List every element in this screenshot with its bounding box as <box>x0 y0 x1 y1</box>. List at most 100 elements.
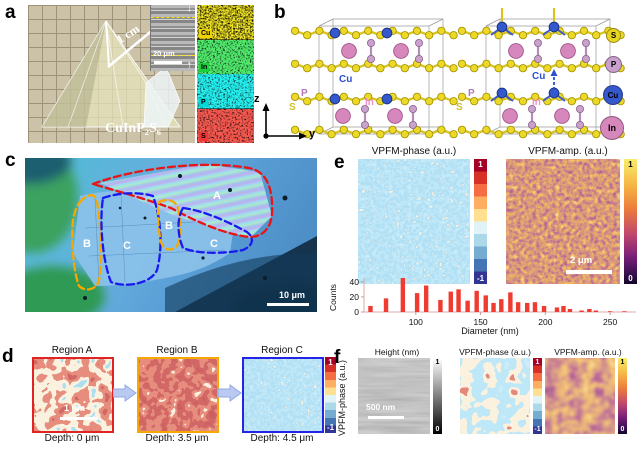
region-b2-label: B <box>165 220 173 232</box>
atom-label-in-2: In <box>532 97 541 108</box>
f-height-colorbar-min: 0 <box>435 426 440 433</box>
d-colorbar-min: -1 <box>326 423 335 432</box>
crystal-formula: CuInP₂S₆ <box>105 121 161 136</box>
microscopy-drawing <box>25 158 317 312</box>
crystal-drawing <box>41 18 181 128</box>
histogram-bar <box>423 285 429 312</box>
hist-xtick: 250 <box>603 317 617 327</box>
e-vpfm-amp-image: 2 μm <box>506 159 620 284</box>
pfm-image-region-c <box>242 357 324 433</box>
atom-label-p-2: P <box>468 88 475 99</box>
histogram-bar <box>541 305 547 312</box>
e-scale-bar <box>566 270 612 274</box>
inset-dashed-line-bottom <box>151 55 195 56</box>
d-title-region-a: Region A <box>51 345 93 356</box>
region-c2-outline <box>177 206 254 254</box>
f-height-title: Height (nm) <box>374 347 420 357</box>
f-scale-bar <box>368 416 404 419</box>
inset-arrow-down-icon: ↓ <box>186 2 193 14</box>
legend-s: S <box>606 28 621 43</box>
crystal-structure-polarized <box>457 8 625 139</box>
legend-in-label: In <box>608 123 616 133</box>
f-amp-title: VPFM-amp. (a.u.) <box>554 347 622 357</box>
panel-f-label: f <box>334 347 341 368</box>
eds-label-p: P <box>199 97 208 107</box>
histogram-bar <box>587 308 592 312</box>
histogram-bar <box>532 302 538 312</box>
histogram-bar <box>465 300 470 312</box>
atom-label-cu: Cu <box>339 74 353 85</box>
d-colorbar: 1 -1 <box>325 357 336 433</box>
legend-cu: Cu <box>603 85 623 105</box>
inset-scale-label: 20 μm <box>153 49 175 58</box>
d-depth-a: Depth: 0 μm <box>44 433 100 444</box>
hist-xtick: 150 <box>473 317 487 327</box>
histogram-ylabel: Counts <box>328 284 338 312</box>
eds-label-cu: Cu <box>199 28 213 38</box>
eds-label-s: S <box>199 132 208 141</box>
panel-a-label: a <box>5 2 16 23</box>
e-amp-colorbar-max: 1 <box>628 160 633 169</box>
legend-s-label: S <box>610 31 617 40</box>
panel-d-label: d <box>2 346 14 367</box>
sem-inset: ↓ ↑ 20 μm <box>150 2 195 71</box>
f-height-colorbar-max: 1 <box>435 359 440 366</box>
histogram-xlabel: Diameter (nm) <box>461 326 519 336</box>
crystal-structure-paraelectric <box>290 18 458 139</box>
d-depth-c: Depth: 4.5 μm <box>250 433 314 444</box>
cu-displacement-arrow <box>550 69 558 90</box>
histogram-bar <box>508 292 513 312</box>
histogram-bar <box>400 278 406 312</box>
histogram-bar <box>383 298 389 312</box>
arrow-right-icon <box>113 384 137 402</box>
histogram-bar <box>554 307 560 312</box>
legend-cu-label: Cu <box>607 90 619 100</box>
region-a-outline <box>89 163 274 239</box>
e-amp-title: VPFM-amp. (a.u.) <box>528 146 608 157</box>
e-amp-colorbar-min: 0 <box>628 274 633 283</box>
histogram-bar <box>607 311 613 312</box>
histogram-bar <box>368 305 373 312</box>
histogram-bar <box>561 305 566 312</box>
panel-c-label: c <box>5 150 16 171</box>
optical-microscopy-image: A B C B C 10 μm <box>25 158 317 312</box>
histogram-bar <box>448 291 453 312</box>
panel-b-label: b <box>274 2 286 23</box>
histogram-bar <box>414 293 420 312</box>
d-title-region-b: Region B <box>156 345 198 356</box>
atom-label-s: S <box>289 102 296 113</box>
c-scale-label: 10 μm <box>278 290 305 300</box>
axes-arrows <box>262 103 307 140</box>
region-a-label: A <box>213 190 221 202</box>
pfm-image-region-a: 1 μm <box>32 357 114 433</box>
crystal-photo: 1 cm CuInP₂S₆ ↓ ↑ 20 μm <box>28 2 195 143</box>
region-c1-outline <box>100 192 162 286</box>
eds-maps: Cu In P S <box>197 5 254 143</box>
diameter-histogram: 0 20 40 100 150 200 250 <box>350 277 636 327</box>
histogram-bar <box>474 290 479 312</box>
d-depth-b: Depth: 3.5 μm <box>145 433 209 444</box>
eds-map-cu: Cu <box>197 5 254 40</box>
axis-z-label: z <box>254 93 260 105</box>
f-amp-colorbar: 1 0 <box>618 358 627 434</box>
f-height-image: 500 nm <box>358 358 430 434</box>
eds-label-in: In <box>199 63 210 72</box>
f-scale-label: 500 nm <box>366 402 396 412</box>
eds-map-s: S <box>197 108 254 143</box>
d-title-region-c: Region C <box>261 345 303 356</box>
region-c2-label: C <box>210 238 218 250</box>
histogram-bar <box>456 289 461 312</box>
e-phase-colorbar-min: -1 <box>476 274 485 283</box>
eds-map-p: P <box>197 74 254 109</box>
histogram-bar <box>499 299 504 312</box>
f-amp-colorbar-max: 1 <box>620 359 625 366</box>
pfm-image-region-b <box>137 357 219 433</box>
e-scale-label: 2 μm <box>570 255 593 266</box>
c-scale-bar <box>267 303 309 306</box>
histogram-bar <box>525 302 530 312</box>
legend-in: In <box>600 116 624 140</box>
legend-p: P <box>605 56 622 73</box>
d-scale-label: 1 μm <box>64 403 86 413</box>
hist-xtick: 200 <box>538 317 552 327</box>
